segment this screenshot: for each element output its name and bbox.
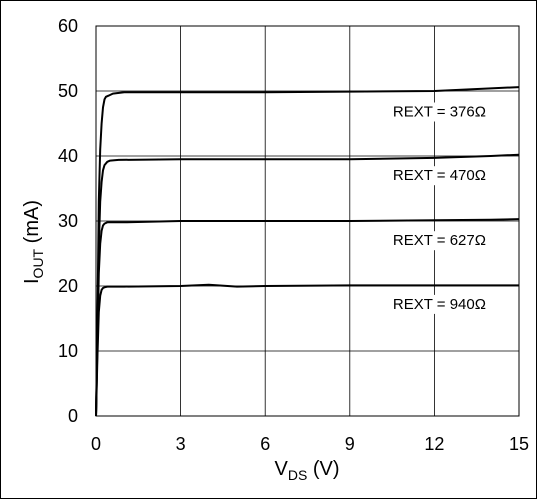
y-tick-label: 40 [58, 146, 78, 166]
y-tick-label: 30 [58, 211, 78, 231]
y-tick-label: 0 [68, 406, 78, 426]
x-tick-label: 0 [91, 434, 101, 454]
series-label-4: REXT = 940Ω [393, 296, 486, 313]
series-label-1: REXT = 376Ω [393, 104, 486, 121]
series-label-background [389, 294, 489, 314]
series-lines [95, 86, 520, 417]
series-label-2: REXT = 470Ω [393, 167, 486, 184]
annotations: REXT = 376Ω REXT = 470Ω REXT = 627Ω REXT = … [389, 102, 489, 314]
series-line-3 [95, 218, 520, 417]
x-tick-label: 9 [345, 434, 355, 454]
x-tick-label: 12 [424, 434, 444, 454]
series-line-2 [95, 153, 520, 417]
y-tick-label: 50 [58, 81, 78, 101]
plot-area [95, 25, 520, 417]
series-label-background [389, 166, 489, 186]
series-label-background [389, 102, 489, 122]
series-label-3: REXT = 627Ω [393, 232, 486, 249]
x-tick-label: 3 [176, 434, 186, 454]
x-axis-label: VDS (V) [274, 458, 339, 483]
x-tick-label: 15 [509, 434, 529, 454]
y-tick-label: 20 [58, 276, 78, 296]
series-label-background [389, 231, 489, 251]
series-line-4 [95, 283, 519, 417]
y-tick-label: 10 [58, 341, 78, 361]
x-tick-label: 6 [260, 434, 270, 454]
y-axis-label: IOUT (mA) [21, 200, 46, 284]
series-line-1 [95, 86, 520, 417]
y-tick-label: 60 [58, 16, 78, 36]
tick-labels: 0 3 6 9 12 15 0 10 20 30 40 50 60 [58, 16, 529, 454]
